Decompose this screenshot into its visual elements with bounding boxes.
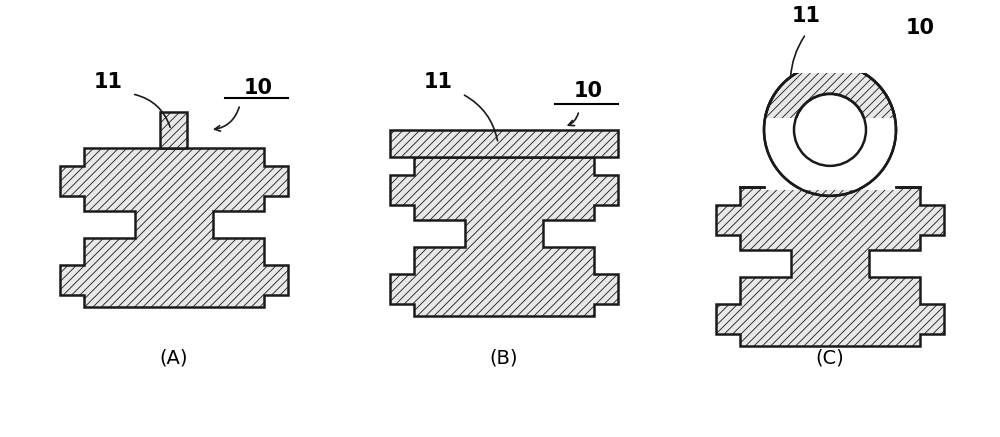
Text: (A): (A): [160, 348, 188, 368]
Circle shape: [764, 64, 896, 196]
Text: 10: 10: [906, 18, 934, 38]
Polygon shape: [716, 187, 944, 346]
Bar: [761, 118, 899, 190]
Polygon shape: [160, 112, 187, 148]
Text: (C): (C): [816, 348, 844, 368]
Polygon shape: [60, 148, 288, 307]
Text: 11: 11: [792, 6, 820, 26]
Circle shape: [794, 94, 866, 166]
Text: 10: 10: [573, 81, 602, 101]
Text: 11: 11: [93, 72, 122, 92]
Polygon shape: [390, 157, 618, 316]
Text: 10: 10: [244, 78, 272, 98]
Polygon shape: [390, 130, 618, 157]
Text: (B): (B): [490, 348, 518, 368]
Text: 11: 11: [424, 72, 452, 92]
